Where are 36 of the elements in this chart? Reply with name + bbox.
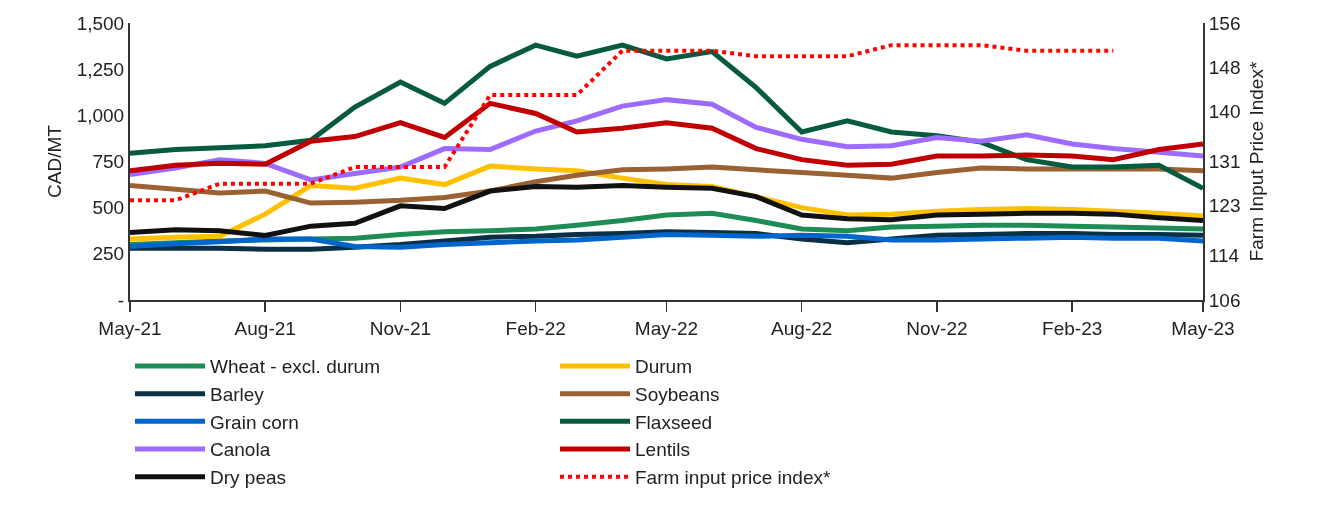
legend-label: Canola — [210, 439, 271, 461]
y2-tick-label: 106 — [1208, 289, 1241, 311]
y2-tick-label: 148 — [1208, 56, 1241, 78]
legend-label: Soybeans — [635, 384, 720, 406]
y-tick-label: 750 — [92, 151, 125, 173]
x-tick-label: Nov-22 — [906, 317, 968, 339]
legend-label: Wheat - excl. durum — [210, 356, 380, 378]
legend-label: Flaxseed — [635, 411, 713, 433]
x-tick-label: May-21 — [98, 317, 162, 339]
x-tick-label: Aug-21 — [234, 317, 296, 339]
y-tick-label: 250 — [92, 243, 125, 265]
y2-tick-label: 140 — [1208, 101, 1241, 123]
x-tick-label: Aug-22 — [771, 317, 833, 339]
x-tick-label: May-22 — [634, 317, 699, 339]
y2-tick-label: 114 — [1208, 245, 1240, 267]
legend-label: Grain corn — [210, 411, 299, 433]
y2-tick-label: 131 — [1208, 151, 1241, 173]
y-tick-label: 1,500 — [76, 12, 125, 34]
y-axis-title: CAD/MT — [44, 124, 65, 198]
y2-tick-label: 123 — [1208, 195, 1241, 217]
y-tick-label: - — [117, 289, 125, 311]
legend-label: Lentils — [635, 439, 690, 461]
legend-label: Farm input price index* — [635, 467, 831, 489]
line-series — [130, 43, 1116, 203]
x-tick-label: Feb-22 — [505, 317, 566, 339]
y2-axis-title: Farm Input Price Index* — [1245, 61, 1267, 262]
legend-label: Durum — [635, 356, 693, 378]
legend-label: Barley — [210, 384, 265, 406]
y-tick-label: 1,250 — [76, 58, 125, 80]
x-tick-label: Feb-23 — [1042, 317, 1103, 339]
y-tick-label: 1,000 — [76, 104, 125, 126]
x-tick-label: Nov-21 — [369, 317, 432, 339]
y-tick-label: 500 — [92, 197, 125, 219]
x-tick-label: May-23 — [1171, 317, 1235, 339]
y2-tick-label: 156 — [1208, 12, 1241, 34]
legend-label: Dry peas — [210, 467, 287, 489]
